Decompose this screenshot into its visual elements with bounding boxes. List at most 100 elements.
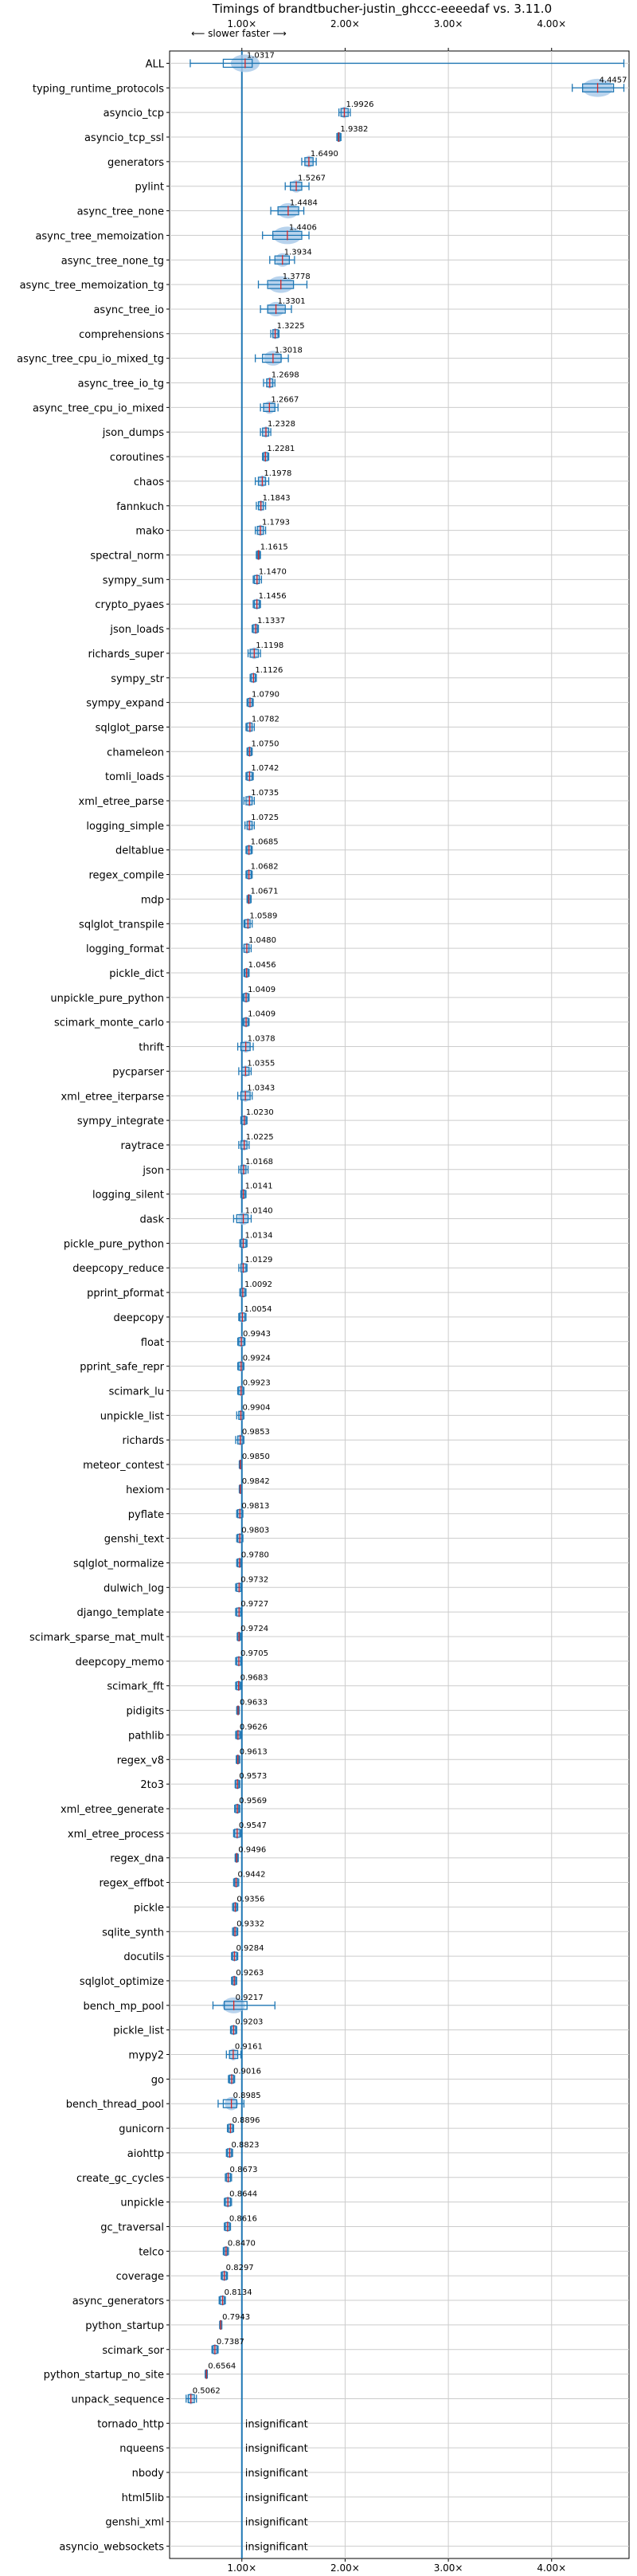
value-label-go: 0.9016 — [233, 2067, 261, 2076]
y-tick-label-mypy2: mypy2 — [128, 2050, 164, 2062]
value-label-docutils: 0.9284 — [236, 1944, 264, 1953]
y-tick-label-deepcopy-reduce: deepcopy_reduce — [72, 1263, 164, 1275]
value-label-mypy2: 0.9161 — [235, 2043, 263, 2052]
y-tick-label-dask: dask — [139, 1214, 164, 1226]
benchmark-mark-json-loads: 1.1337 — [252, 617, 285, 634]
benchmark-mark-mypy2: 0.9161 — [225, 2043, 263, 2060]
y-tick-label-json-dumps: json_dumps — [102, 427, 164, 439]
value-label-deepcopy-memo: 0.9705 — [240, 1649, 268, 1658]
y-tick-label-async-tree-memoization: async_tree_memoization — [35, 230, 164, 242]
benchmark-mark-tomli-loads: 1.0742 — [245, 764, 279, 782]
value-label-chaos: 1.1978 — [264, 469, 291, 478]
benchmark-mark-regex-compile: 1.0682 — [245, 863, 279, 880]
value-label-scimark-lu: 0.9923 — [243, 1378, 271, 1387]
y-tick-label-genshi-text: genshi_text — [104, 1534, 164, 1546]
benchmark-mark-aiohttp: 0.8823 — [225, 2141, 260, 2158]
insignificant-label-nqueens: insignificant — [245, 2443, 308, 2455]
value-label-mdp: 1.0671 — [250, 887, 278, 896]
y-tick-label-generators: generators — [107, 157, 164, 169]
benchmark-mark-all: 1.0317 — [190, 51, 625, 73]
box-bench-thread-pool — [222, 2099, 237, 2108]
value-label-pickle-list: 0.9203 — [235, 2018, 263, 2027]
benchmark-mark-scimark-monte-carlo: 1.0409 — [242, 1010, 276, 1028]
y-tick-label-hexiom: hexiom — [126, 1484, 164, 1496]
value-label-sqlite-synth: 0.9332 — [236, 1919, 264, 1928]
benchmark-mark-hexiom: 0.9842 — [238, 1477, 270, 1495]
y-tick-label-genshi-xml: genshi_xml — [105, 2517, 164, 2529]
insignificant-label-tornado-http: insignificant — [245, 2418, 308, 2430]
benchmark-mark-async-generators: 0.8134 — [218, 2288, 252, 2306]
value-label-async-generators: 0.8134 — [225, 2288, 252, 2297]
y-tick-label-json-loads: json_loads — [109, 624, 164, 636]
value-label-unpickle-pure-python: 1.0409 — [248, 986, 276, 994]
y-tick-label-regex-dna: regex_dna — [110, 1853, 164, 1865]
box-bench-mp-pool — [224, 2001, 248, 2010]
benchmark-mark-genshi-text: 0.9803 — [236, 1527, 269, 1544]
y-tick-label-coverage: coverage — [116, 2271, 164, 2283]
value-label-json-loads: 1.1337 — [257, 617, 285, 625]
y-tick-label-unpickle-list: unpickle_list — [100, 1410, 164, 1422]
benchmark-mark-typing-runtime-protocols: 4.4457 — [572, 76, 627, 97]
value-label-python-startup-no-site: 0.6564 — [208, 2362, 236, 2371]
x-tick-label-top-3: 4.00× — [537, 18, 566, 29]
value-label-create-gc-cycles: 0.8673 — [230, 2166, 258, 2174]
y-tick-label-scimark-monte-carlo: scimark_monte_carlo — [54, 1017, 164, 1029]
benchmark-mark-async-tree-none-tg: 1.3934 — [269, 248, 312, 267]
value-label-unpack-sequence: 0.5062 — [193, 2386, 221, 2395]
benchmark-mark-asyncio-tcp-ssl: 1.9382 — [336, 125, 368, 143]
y-tick-label-unpack-sequence: unpack_sequence — [71, 2394, 164, 2405]
value-label-coverage: 0.8297 — [226, 2264, 254, 2272]
y-tick-label-go: go — [151, 2074, 164, 2086]
y-tick-label-xml-etree-parse: xml_etree_parse — [79, 796, 164, 808]
benchmark-mark-async-tree-io: 1.3301 — [260, 297, 306, 317]
y-tick-label-sympy-str: sympy_str — [111, 673, 164, 685]
y-tick-label-typing-runtime-protocols: typing_runtime_protocols — [33, 83, 164, 95]
benchmark-mark-telco: 0.8470 — [222, 2239, 256, 2256]
x-tick-label-bottom-1: 2.00× — [330, 2562, 360, 2573]
benchmark-mark-sympy-sum: 1.1470 — [252, 567, 287, 586]
benchmark-mark-float: 0.9943 — [236, 1330, 271, 1347]
benchmark-mark-scimark-sparse-mat-mult: 0.9724 — [236, 1625, 268, 1642]
value-label-pidigits: 0.9633 — [240, 1699, 268, 1708]
benchmark-mark-pylint: 1.5267 — [284, 174, 326, 193]
benchmark-mark-pycparser: 1.0355 — [238, 1059, 275, 1077]
y-tick-label-sqlite-synth: sqlite_synth — [102, 1927, 164, 1939]
benchmark-mark-pathlib: 0.9626 — [235, 1723, 268, 1740]
value-label-async-tree-none: 1.4484 — [290, 199, 318, 208]
y-tick-label-unpickle: unpickle — [120, 2198, 164, 2209]
value-label-pprint-pformat: 1.0092 — [244, 1280, 272, 1289]
x-tick-label-top-0: 1.00× — [227, 18, 256, 29]
benchmark-mark-pickle-list: 0.9203 — [229, 2018, 263, 2036]
y-tick-label-unpickle-pure-python: unpickle_pure_python — [50, 993, 164, 1005]
value-label-2to3: 0.9573 — [239, 1772, 267, 1781]
y-tick-label-fannkuch: fannkuch — [116, 501, 164, 513]
y-tick-label-pickle-pure-python: pickle_pure_python — [64, 1238, 164, 1250]
value-label-regex-dna: 0.9496 — [238, 1846, 266, 1855]
benchmark-mark-sqlglot-parse: 1.0782 — [245, 715, 279, 733]
value-label-sqlglot-transpile: 1.0589 — [249, 912, 277, 920]
benchmark-mark-logging-format: 1.0480 — [241, 936, 276, 955]
y-tick-label-sympy-expand: sympy_expand — [86, 698, 164, 710]
benchmark-mark-python-startup: 0.7943 — [219, 2313, 250, 2331]
y-tick-label-bench-thread-pool: bench_thread_pool — [66, 2099, 164, 2111]
value-label-coroutines: 1.2281 — [267, 445, 295, 453]
value-label-json: 1.0168 — [245, 1158, 273, 1166]
y-tick-label-richards-super: richards_super — [88, 649, 164, 661]
insignificant-label-nbody: insignificant — [245, 2468, 308, 2480]
y-tick-label-pylint: pylint — [135, 182, 164, 194]
chart-title: Timings of brandtbucher-justin_ghccc-eee… — [212, 2, 552, 17]
value-label-sqlglot-normalize: 0.9780 — [241, 1551, 269, 1559]
x-tick-label-top-1: 2.00× — [330, 18, 360, 29]
benchmark-mark-raytrace: 1.0225 — [238, 1133, 274, 1151]
y-tick-label-float: float — [141, 1337, 164, 1349]
value-label-json-dumps: 1.2328 — [268, 420, 295, 429]
value-label-thrift: 1.0378 — [248, 1035, 276, 1044]
benchmark-mark-pprint-safe-repr: 0.9924 — [236, 1355, 271, 1372]
value-label-sympy-sum: 1.1470 — [259, 567, 287, 576]
x-axis: 1.00× 1.00× 2.00× 2.00× 3.00× 3.00× 4.00× 4.00× — [227, 18, 566, 2574]
y-tick-label-scimark-sparse-mat-mult: scimark_sparse_mat_mult — [29, 1632, 164, 1644]
value-label-unpickle-list: 0.9904 — [243, 1403, 271, 1412]
y-tick-label-xml-etree-process: xml_etree_process — [68, 1829, 164, 1841]
value-label-scimark-sparse-mat-mult: 0.9724 — [240, 1625, 268, 1633]
